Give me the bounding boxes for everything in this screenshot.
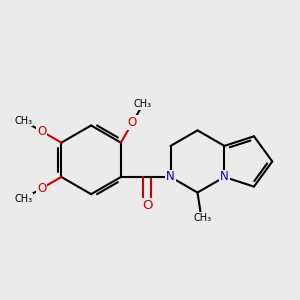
Text: O: O: [37, 125, 46, 138]
Text: CH₃: CH₃: [14, 194, 32, 204]
Text: N: N: [166, 170, 175, 184]
Text: O: O: [128, 116, 137, 129]
Text: CH₃: CH₃: [14, 116, 32, 126]
Text: N: N: [166, 170, 175, 184]
Text: CH₃: CH₃: [134, 99, 152, 110]
Text: N: N: [220, 170, 229, 184]
Text: CH₃: CH₃: [194, 213, 211, 223]
Text: O: O: [142, 199, 152, 212]
Text: O: O: [37, 182, 46, 195]
